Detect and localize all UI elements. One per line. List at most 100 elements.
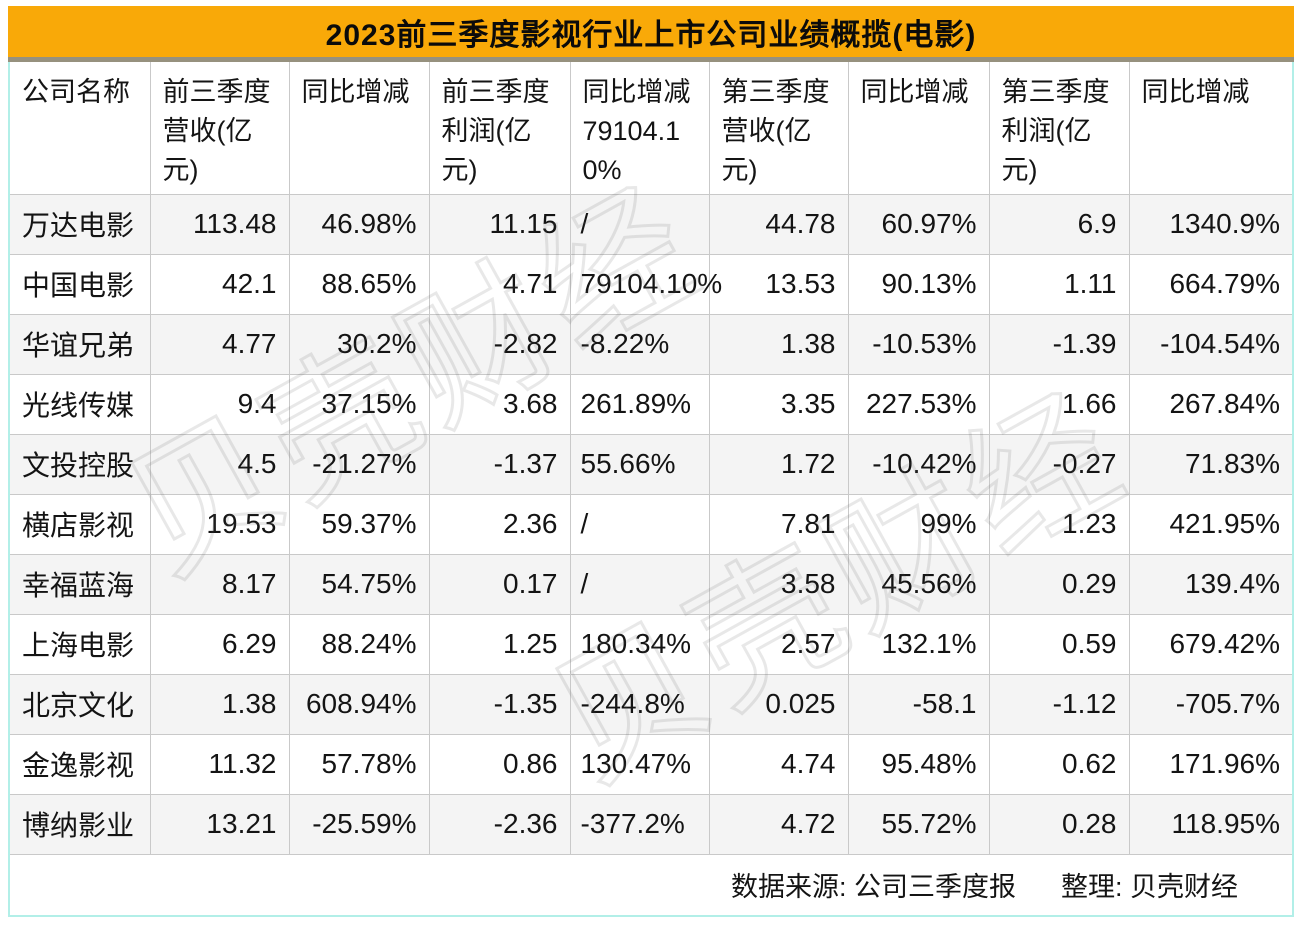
column-header-9m-profit: 前三季度利润(亿元) — [428, 62, 571, 195]
value-cell: 1.72 — [708, 433, 849, 495]
company-name-cell: 幸福蓝海 — [10, 553, 151, 615]
table-row: 上海电影 6.29 88.24% 1.25 180.34% 2.57 132.1% 0.59 6… — [10, 613, 1292, 675]
value-cell: / — [569, 193, 710, 255]
column-header-9m-revenue: 前三季度营收(亿元) — [149, 62, 290, 195]
value-cell: -58.1 — [847, 673, 990, 735]
value-cell: 79104.10% — [569, 253, 722, 315]
value-cell: -1.37 — [428, 433, 571, 495]
company-name-cell: 文投控股 — [10, 433, 151, 495]
data-source-note: 数据来源: 公司三季度报 — [730, 872, 1016, 902]
performance-table-sheet: 2023前三季度影视行业上市公司业绩概揽(电影) 公司名称 前三季度营收(亿元)… — [8, 6, 1294, 917]
column-header-yoy-2: 同比增减79104.10% — [569, 62, 710, 195]
value-cell: 132.1% — [847, 613, 990, 675]
value-cell: 1.23 — [988, 493, 1130, 555]
value-cell: 8.17 — [149, 553, 290, 615]
value-cell: 1.25 — [428, 613, 571, 675]
value-cell: 4.5 — [149, 433, 290, 495]
company-name-cell: 北京文化 — [10, 673, 151, 735]
value-cell: 267.84% — [1128, 373, 1292, 435]
value-cell: 13.21 — [149, 793, 290, 855]
value-cell: 679.42% — [1128, 613, 1292, 675]
value-cell: 46.98% — [288, 193, 430, 255]
value-cell: -1.12 — [988, 673, 1130, 735]
column-header-yoy-3: 同比增减 — [847, 62, 990, 195]
value-cell: -10.53% — [847, 313, 990, 375]
value-cell: 30.2% — [288, 313, 430, 375]
value-cell: 118.95% — [1128, 793, 1292, 855]
column-header-q3-profit: 第三季度利润(亿元) — [988, 62, 1130, 195]
company-name-cell: 中国电影 — [10, 253, 151, 315]
value-cell: 71.83% — [1128, 433, 1292, 495]
company-name-cell: 上海电影 — [10, 613, 151, 675]
value-cell: 37.15% — [288, 373, 430, 435]
value-cell: 11.15 — [428, 193, 571, 255]
value-cell: 45.56% — [847, 553, 990, 615]
value-cell: 4.71 — [428, 253, 571, 315]
value-cell: 88.24% — [288, 613, 430, 675]
value-cell: 0.86 — [428, 733, 571, 795]
value-cell: 19.53 — [149, 493, 290, 555]
value-cell: 4.77 — [149, 313, 290, 375]
value-cell: 59.37% — [288, 493, 430, 555]
value-cell: 54.75% — [288, 553, 430, 615]
value-cell: -244.8% — [569, 673, 710, 735]
value-cell: 1.38 — [708, 313, 849, 375]
value-cell: 608.94% — [288, 673, 430, 735]
table-title: 2023前三季度影视行业上市公司业绩概揽(电影) — [325, 18, 977, 52]
table-row: 博纳影业 13.21 -25.59% -2.36 -377.2% 4.72 55.72% 0.… — [10, 793, 1292, 855]
value-cell: -104.54% — [1128, 313, 1292, 375]
column-header-company: 公司名称 — [10, 62, 151, 195]
value-cell: 113.48 — [149, 193, 290, 255]
value-cell: 130.47% — [569, 733, 710, 795]
table-row: 金逸影视 11.32 57.78% 0.86 130.47% 4.74 95.48% 0.62… — [10, 733, 1292, 795]
company-name-cell: 华谊兄弟 — [10, 313, 151, 375]
value-cell: 1340.9% — [1128, 193, 1292, 255]
table-row: 华谊兄弟 4.77 30.2% -2.82 -8.22% 1.38 -10.53% -1.39… — [10, 313, 1292, 375]
value-cell: -705.7% — [1128, 673, 1292, 735]
value-cell: 1.11 — [988, 253, 1130, 315]
value-cell: 55.72% — [847, 793, 990, 855]
value-cell: -1.35 — [428, 673, 571, 735]
value-cell: 3.68 — [428, 373, 571, 435]
value-cell: -25.59% — [288, 793, 430, 855]
value-cell: 227.53% — [847, 373, 990, 435]
table-row: 中国电影 42.1 88.65% 4.71 79104.10% 13.53 90.13% 1.… — [10, 253, 1292, 315]
table-row: 幸福蓝海 8.17 54.75% 0.17/3.58 45.56% 0.29 139.4% — [10, 553, 1292, 615]
value-cell: 11.32 — [149, 733, 290, 795]
value-cell: 0.28 — [988, 793, 1130, 855]
value-cell: 3.58 — [708, 553, 849, 615]
value-cell: 0.59 — [988, 613, 1130, 675]
value-cell: 90.13% — [847, 253, 990, 315]
company-name-cell: 博纳影业 — [10, 793, 151, 855]
table-row: 文投控股 4.5 -21.27% -1.37 55.66% 1.72 -10.42% -0.2… — [10, 433, 1292, 495]
value-cell: 0.025 — [708, 673, 849, 735]
value-cell: 4.74 — [708, 733, 849, 795]
table-footer: 数据来源: 公司三季度报 整理: 贝壳财经 — [10, 854, 1292, 915]
value-cell: -377.2% — [569, 793, 710, 855]
value-cell: 421.95% — [1128, 493, 1292, 555]
table-row: 北京文化 1.38 608.94% -1.35 -244.8% 0.025 -58.1 -1.… — [10, 673, 1292, 735]
table-row: 万达电影 113.48 46.98% 11.15/44.78 60.97% 6.9 1340… — [10, 193, 1292, 255]
value-cell: -10.42% — [847, 433, 990, 495]
table-row: 横店影视 19.53 59.37% 2.36/7.81 99% 1.23 421.95% — [10, 493, 1292, 555]
value-cell: -21.27% — [288, 433, 430, 495]
value-cell: 1.38 — [149, 673, 290, 735]
value-cell: 44.78 — [708, 193, 849, 255]
value-cell: 3.35 — [708, 373, 849, 435]
value-cell: -1.39 — [988, 313, 1130, 375]
value-cell: 13.53 — [708, 253, 849, 315]
value-cell: 1.66 — [988, 373, 1130, 435]
value-cell: -2.82 — [428, 313, 571, 375]
value-cell: 99% — [847, 493, 990, 555]
title-underline — [8, 57, 1294, 62]
value-cell: 0.62 — [988, 733, 1130, 795]
table-grid-wrap: 公司名称 前三季度营收(亿元) 同比增减 前三季度利润(亿元) 同比增减7910… — [8, 62, 1294, 917]
company-name-cell: 万达电影 — [10, 193, 151, 255]
header-row: 公司名称 前三季度营收(亿元) 同比增减 前三季度利润(亿元) 同比增减7910… — [10, 62, 1292, 195]
value-cell: / — [569, 553, 710, 615]
column-header-yoy-4: 同比增减 — [1128, 62, 1292, 195]
value-cell: 180.34% — [569, 613, 710, 675]
value-cell: 261.89% — [569, 373, 710, 435]
table-row: 光线传媒 9.4 37.15% 3.68 261.89% 3.35 227.53% 1.66 2… — [10, 373, 1292, 435]
